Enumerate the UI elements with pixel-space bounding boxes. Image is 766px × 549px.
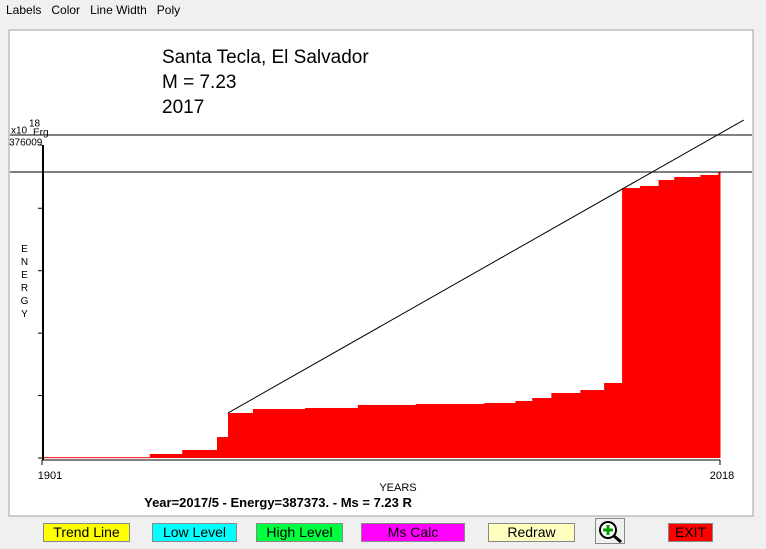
x-axis-label: YEARS — [379, 482, 416, 494]
step-bar — [622, 188, 641, 459]
step-bar — [305, 407, 359, 458]
y-exponent: 18 — [29, 119, 41, 130]
step-bar — [252, 408, 306, 458]
chart-title: M = 7.23 — [162, 72, 236, 93]
chart-title: Santa Tecla, El Salvador — [162, 47, 369, 68]
menu-bar: Labels Color Line Width Poly — [6, 3, 180, 17]
zoom-button[interactable] — [595, 518, 625, 544]
x-tick-label: 1901 — [38, 470, 62, 482]
chart-title: 2017 — [162, 97, 204, 118]
step-bar — [182, 450, 218, 458]
button[interactable]: EXIT — [668, 523, 713, 542]
trend-line — [227, 119, 745, 414]
step-bar — [674, 176, 701, 458]
menu-item[interactable]: Labels — [6, 3, 42, 17]
step-bar — [149, 454, 183, 458]
y-tick-label: 376009 — [9, 138, 43, 149]
y-axis-label: ENERGY — [19, 244, 30, 322]
x-tick-label: 2018 — [710, 470, 734, 482]
button[interactable]: High Level — [256, 523, 343, 542]
status-text: Year=2017/5 - Energy=387373. - Ms = 7.23… — [144, 495, 412, 510]
step-bar — [532, 397, 552, 458]
step-bar — [357, 404, 417, 458]
step-bar — [42, 457, 151, 459]
step-bar — [551, 392, 581, 458]
menu-item[interactable]: Poly — [156, 3, 181, 17]
step-bar — [604, 382, 623, 458]
step-bar — [515, 400, 533, 458]
zoom-icon — [599, 521, 622, 544]
y-multiplier: x10 — [11, 126, 28, 137]
menu-item[interactable]: Line Width — [90, 3, 147, 17]
y-unit: Erg — [33, 128, 49, 139]
step-bar — [580, 389, 605, 458]
button[interactable]: Ms Calc — [361, 523, 465, 542]
step-bar — [415, 403, 485, 458]
step-bar — [640, 185, 660, 458]
menu-item[interactable]: Color — [51, 3, 81, 17]
step-bar — [658, 179, 675, 458]
button[interactable]: Redraw — [488, 523, 575, 542]
step-bar — [718, 171, 721, 458]
step-bar — [484, 402, 516, 458]
step-bar — [228, 412, 254, 458]
button[interactable]: Low Level — [152, 523, 237, 542]
step-bar — [700, 174, 719, 458]
button[interactable]: Trend Line — [43, 523, 130, 542]
step-bar — [217, 437, 229, 458]
